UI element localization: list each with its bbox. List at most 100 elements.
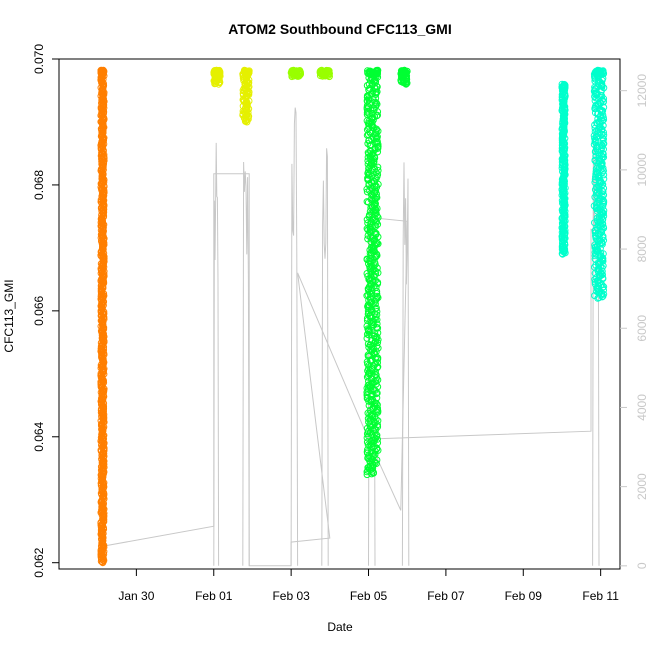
data-point xyxy=(560,84,568,92)
y2-tick-label: 2000 xyxy=(635,473,649,500)
x-tick-label: Feb 05 xyxy=(350,589,388,603)
y2-tick-label: 4000 xyxy=(635,394,649,421)
data-point xyxy=(364,360,372,368)
x-tick-label: Feb 11 xyxy=(582,589,619,603)
altitude-flight-line xyxy=(242,161,250,566)
data-point xyxy=(97,557,105,565)
data-point xyxy=(243,118,251,126)
y2-axis: 0 2000 4000 6000 8000 10000 12000 xyxy=(620,74,649,569)
data-point xyxy=(244,68,252,76)
data-point xyxy=(599,122,607,130)
y-tick-label: 0.068 xyxy=(32,170,46,200)
data-point xyxy=(374,148,382,156)
x-tick-label: Feb 01 xyxy=(195,589,233,603)
data-point xyxy=(364,140,372,148)
data-point xyxy=(363,109,371,116)
data-point xyxy=(374,324,382,332)
data-point xyxy=(210,67,218,75)
data-point xyxy=(363,373,371,381)
data-point xyxy=(242,117,250,125)
data-series xyxy=(558,66,608,302)
data-point xyxy=(368,470,376,478)
altitude-flight-line xyxy=(321,148,329,566)
data-point xyxy=(243,69,251,77)
y2-tick-label: 12000 xyxy=(635,74,649,108)
data-point xyxy=(559,250,567,258)
data-point xyxy=(599,68,607,76)
data-point xyxy=(216,79,224,87)
plot-frame xyxy=(58,58,621,570)
data-point xyxy=(591,105,599,113)
data-point xyxy=(99,559,107,567)
y-tick-label: 0.066 xyxy=(32,296,46,326)
data-point xyxy=(211,80,219,88)
data-point xyxy=(398,68,406,76)
data-point xyxy=(373,389,381,397)
data-point xyxy=(599,149,607,157)
data-point xyxy=(373,287,381,295)
data-point xyxy=(373,320,381,328)
data-point xyxy=(364,160,372,168)
x-tick-label: Jan 30 xyxy=(118,589,154,603)
data-point xyxy=(291,68,299,76)
data-point xyxy=(600,167,607,175)
altitude-flight-line xyxy=(401,162,410,566)
data-point xyxy=(289,68,297,76)
data-point xyxy=(363,434,371,442)
y-axis-label: CFC113_GMI xyxy=(2,279,16,352)
data-series xyxy=(97,66,108,567)
data-point xyxy=(371,173,379,181)
data-point xyxy=(365,377,372,385)
data-point xyxy=(215,66,223,74)
data-point xyxy=(594,294,602,302)
altitude-flight-line xyxy=(290,107,299,566)
y2-tick-label: 8000 xyxy=(635,235,649,262)
data-point xyxy=(400,70,408,78)
data-point xyxy=(560,248,568,256)
y-axis: 0.062 0.064 0.066 0.068 0.070 xyxy=(32,44,59,578)
series-layer xyxy=(97,66,608,567)
data-point xyxy=(599,180,607,188)
data-point xyxy=(214,68,222,76)
data-point xyxy=(594,69,602,77)
altitude-layer xyxy=(104,107,601,567)
x-axis-label: Date xyxy=(327,620,353,634)
y2-tick-label: 6000 xyxy=(635,315,649,342)
altitude-flight-line xyxy=(213,142,220,566)
data-point xyxy=(595,294,603,302)
data-series xyxy=(363,66,411,479)
data-point xyxy=(371,254,379,262)
data-series xyxy=(287,66,333,81)
y2-tick-label: 10000 xyxy=(635,153,649,187)
data-point xyxy=(591,157,599,165)
y-tick-label: 0.070 xyxy=(32,44,46,74)
data-point xyxy=(366,442,374,449)
x-tick-label: Feb 03 xyxy=(272,589,310,603)
data-point xyxy=(373,264,381,272)
data-point xyxy=(210,70,218,78)
data-point xyxy=(316,69,324,77)
data-series xyxy=(210,66,253,126)
data-point xyxy=(215,80,223,88)
data-point xyxy=(402,80,410,88)
data-point xyxy=(98,70,106,78)
data-point xyxy=(373,252,381,259)
data-point xyxy=(597,141,605,149)
chart-title: ATOM2 Southbound CFC113_GMI xyxy=(228,21,452,37)
data-point xyxy=(319,69,327,77)
y-tick-label: 0.062 xyxy=(32,547,46,577)
x-tick-label: Feb 09 xyxy=(505,589,543,603)
x-tick-label: Feb 07 xyxy=(427,589,465,603)
altitude-connector-line xyxy=(104,173,601,567)
y2-tick-label: 0 xyxy=(635,562,649,569)
data-point xyxy=(98,67,106,75)
data-point xyxy=(592,170,600,178)
data-point xyxy=(363,471,371,479)
data-point xyxy=(598,293,606,301)
data-point xyxy=(590,70,598,78)
data-point xyxy=(592,165,600,173)
data-point xyxy=(369,69,377,76)
y-tick-label: 0.064 xyxy=(32,421,46,451)
data-point xyxy=(370,106,378,114)
